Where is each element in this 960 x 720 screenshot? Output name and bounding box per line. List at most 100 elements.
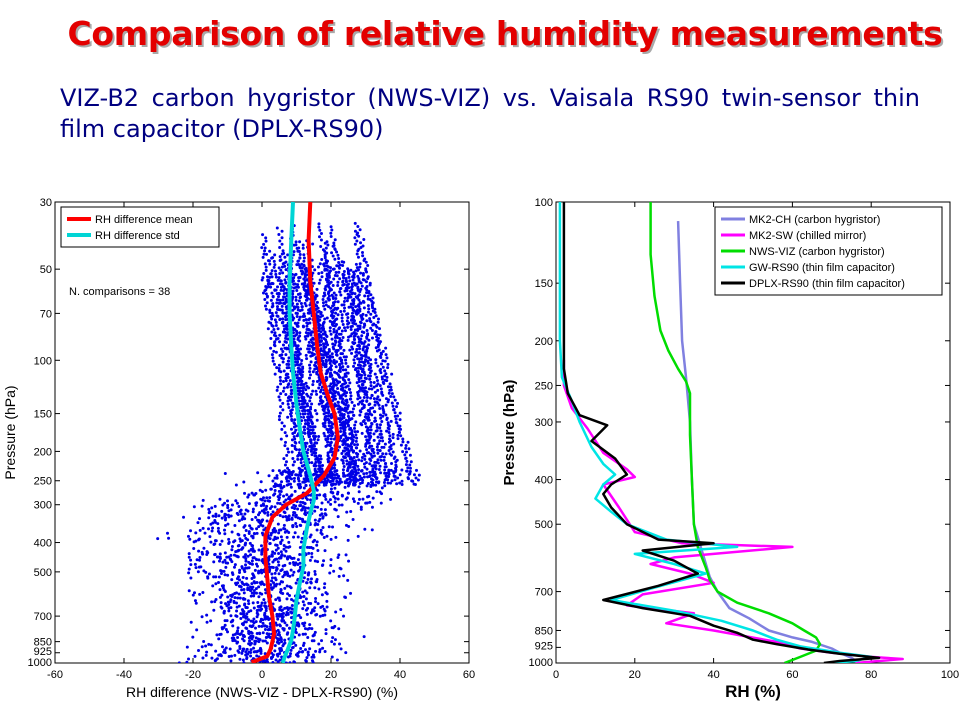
scatter-point [277, 266, 281, 270]
scatter-point [304, 304, 308, 308]
scatter-point [315, 418, 319, 422]
scatter-point [305, 581, 309, 585]
scatter-point [208, 510, 212, 514]
scatter-point [281, 343, 285, 347]
scatter-point [295, 289, 299, 293]
scatter-point [249, 526, 253, 530]
scatter-point [248, 541, 252, 545]
scatter-point [242, 568, 246, 572]
scatter-point [329, 437, 333, 441]
scatter-point [257, 640, 261, 644]
scatter-point [379, 471, 383, 475]
scatter-point [246, 652, 250, 656]
scatter-point [194, 531, 198, 535]
scatter-point [246, 618, 250, 622]
scatter-point [273, 484, 277, 488]
scatter-point [321, 359, 325, 363]
scatter-point [365, 319, 369, 323]
scatter-point [317, 460, 321, 464]
scatter-point [308, 535, 312, 539]
scatter-point [293, 531, 297, 535]
scatter-point [341, 459, 345, 463]
scatter-point [356, 534, 360, 538]
scatter-point [316, 548, 320, 552]
scatter-point [261, 233, 265, 237]
scatter-point [267, 279, 271, 283]
scatter-point [252, 594, 256, 598]
scatter-point [318, 262, 322, 266]
scatter-point [226, 630, 230, 634]
scatter-point [200, 615, 204, 619]
scatter-point [264, 239, 268, 243]
scatter-point [345, 319, 349, 323]
scatter-point [242, 639, 246, 643]
scatter-point [289, 385, 293, 389]
scatter-point [371, 496, 375, 500]
scatter-point [275, 612, 279, 616]
scatter-point [238, 568, 242, 572]
scatter-point [268, 308, 272, 312]
scatter-point [352, 426, 356, 430]
scatter-point [297, 448, 301, 452]
scatter-point [295, 434, 299, 438]
scatter-point [291, 524, 295, 528]
scatter-point [264, 265, 268, 269]
scatter-point [242, 647, 246, 651]
scatter-point [269, 336, 273, 340]
scatter-point [273, 505, 277, 509]
scatter-point [326, 500, 330, 504]
scatter-point [351, 478, 355, 482]
scatter-point [338, 375, 342, 379]
scatter-point [261, 291, 265, 295]
scatter-point [308, 412, 312, 416]
scatter-point [259, 620, 263, 624]
scatter-point [326, 440, 330, 444]
scatter-point [285, 453, 289, 457]
scatter-point [340, 313, 344, 317]
scatter-point [272, 333, 276, 337]
scatter-point [187, 657, 191, 661]
scatter-point [285, 434, 289, 438]
scatter-point [308, 558, 312, 562]
scatter-point [319, 238, 323, 242]
scatter-point [331, 636, 335, 640]
scatter-point [265, 301, 269, 305]
scatter-point [295, 324, 299, 328]
scatter-point [280, 242, 284, 246]
scatter-point [292, 556, 296, 560]
scatter-point [350, 345, 354, 349]
scatter-point [238, 570, 242, 574]
scatter-point [300, 419, 304, 423]
scatter-point [167, 536, 171, 540]
scatter-point [278, 282, 282, 286]
scatter-point [390, 479, 394, 483]
scatter-point [277, 414, 281, 418]
scatter-point [346, 538, 350, 542]
scatter-point [332, 291, 336, 295]
scatter-point [268, 496, 272, 500]
scatter-point [356, 274, 360, 278]
scatter-point [302, 259, 306, 263]
scatter-point [381, 393, 385, 397]
x-tick-label: 0 [259, 669, 265, 681]
scatter-point [376, 388, 380, 392]
scatter-point [303, 510, 307, 514]
scatter-point [345, 283, 349, 287]
scatter-point [247, 602, 251, 606]
scatter-point [187, 571, 191, 575]
scatter-point [204, 644, 208, 648]
scatter-point [293, 447, 297, 451]
scatter-point [287, 395, 291, 399]
scatter-point [267, 562, 271, 566]
scatter-point [371, 323, 375, 327]
scatter-point [334, 340, 338, 344]
scatter-point [362, 380, 366, 384]
scatter-point [319, 454, 323, 458]
scatter-point [334, 610, 338, 614]
scatter-point [298, 334, 302, 338]
scatter-point [292, 535, 296, 539]
scatter-point [307, 386, 311, 390]
scatter-point [236, 640, 240, 644]
scatter-point [326, 435, 330, 439]
scatter-point [336, 555, 340, 559]
